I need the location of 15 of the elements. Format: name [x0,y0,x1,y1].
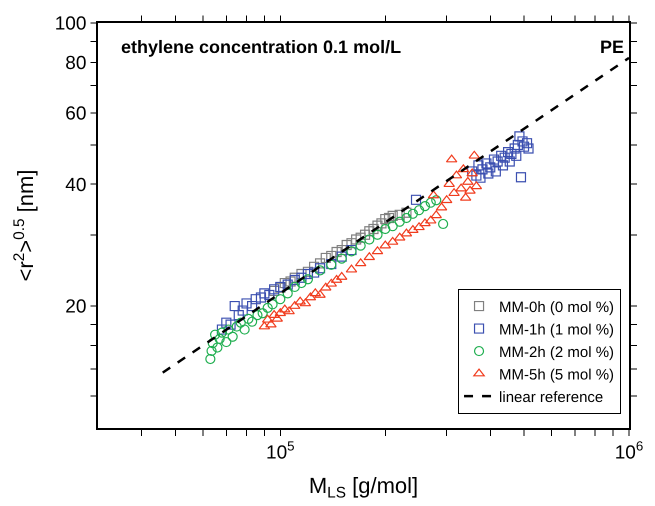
legend-label: MM-1h (1 mol %) [499,321,614,338]
x-tick-label: 10$^{5}$ [266,438,295,464]
y-tick-label: 100 [54,14,86,35]
x-tick-label: 10$^{6}$ [614,438,644,464]
y-tick-label: 60 [65,104,86,124]
y-tick-label: 20 [65,296,86,318]
legend-label: MM-0h (0 mol %) [499,298,614,316]
legend-label: MM-2h (2 mol %) [499,344,614,361]
annotation: PE [600,37,624,57]
y-tick-label: 80 [65,52,86,74]
x-axis-title: M$_{LS}$ [g/mol] [308,472,418,502]
annotation: ethylene concentration 0.1 mol/L [121,37,402,57]
y-tick-label: 40 [65,174,86,196]
legend-label: MM-5h (5 mol %) [499,366,614,384]
legend-label: linear reference [499,388,604,406]
